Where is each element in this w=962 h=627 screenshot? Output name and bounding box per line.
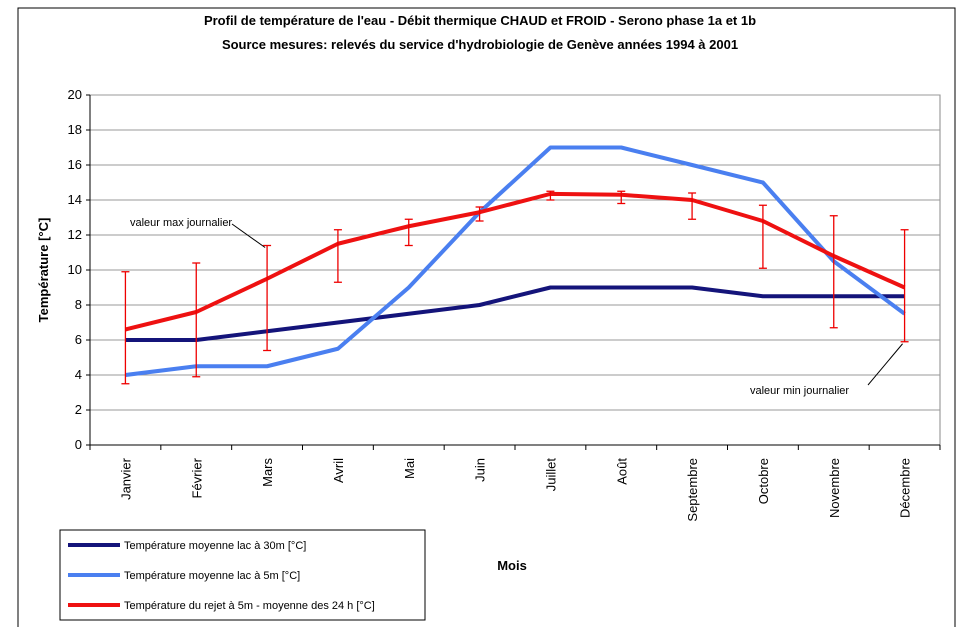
series-line — [125, 145, 906, 377]
y-axis-title: Température [°C] — [36, 218, 51, 323]
error-bar — [617, 190, 626, 205]
x-tick-label: Août — [614, 458, 629, 485]
error-bar — [192, 262, 201, 378]
y-tick-label: 2 — [75, 402, 82, 417]
x-tick-label: Mars — [260, 458, 275, 487]
series-line — [125, 285, 905, 342]
x-tick-label: Novembre — [827, 458, 842, 518]
y-tick-label: 16 — [68, 157, 82, 172]
x-tick-label: Janvier — [118, 457, 133, 500]
legend-label: Température moyenne lac à 5m [°C] — [124, 570, 300, 582]
x-axis-title: Mois — [497, 558, 527, 573]
x-tick-label: Juillet — [543, 458, 558, 492]
series-line — [124, 191, 906, 332]
error-bar — [121, 271, 130, 385]
y-tick-label: 18 — [68, 122, 82, 137]
legend-label: Température moyenne lac à 30m [°C] — [124, 540, 306, 552]
chart-subtitle: Source mesures: relevés du service d'hyd… — [222, 37, 738, 52]
annotation: valeur max journalier — [130, 217, 232, 229]
y-tick-label: 0 — [75, 437, 82, 452]
x-tick-label: Mai — [402, 458, 417, 479]
error-bar — [333, 229, 342, 283]
x-tick-label: Avril — [331, 458, 346, 483]
y-tick-label: 4 — [75, 367, 82, 382]
x-tick-label: Septembre — [685, 458, 700, 522]
error-bar — [900, 229, 909, 343]
x-tick-label: Février — [189, 457, 204, 498]
y-tick-label: 8 — [75, 297, 82, 312]
error-bar — [758, 204, 767, 269]
error-bar — [263, 244, 272, 352]
error-bar — [404, 218, 413, 247]
legend-label: Température du rejet à 5m - moyenne des … — [124, 600, 375, 612]
error-bar — [546, 190, 555, 201]
chart-title: Profil de température de l'eau - Débit t… — [204, 13, 756, 28]
error-bar — [688, 192, 697, 220]
annotation: valeur min journalier — [750, 385, 849, 397]
y-tick-label: 10 — [68, 262, 82, 277]
y-tick-label: 12 — [68, 227, 82, 242]
annotation-leader — [867, 343, 903, 386]
y-tick-label: 6 — [75, 332, 82, 347]
y-tick-label: 20 — [68, 87, 82, 102]
y-tick-label: 14 — [68, 192, 82, 207]
legend-box — [59, 529, 426, 621]
x-tick-label: Décembre — [898, 458, 913, 518]
error-bar — [475, 206, 484, 222]
annotation-leader — [231, 223, 266, 248]
error-bar — [829, 215, 838, 329]
x-tick-label: Octobre — [756, 458, 771, 504]
x-tick-label: Juin — [473, 458, 488, 482]
